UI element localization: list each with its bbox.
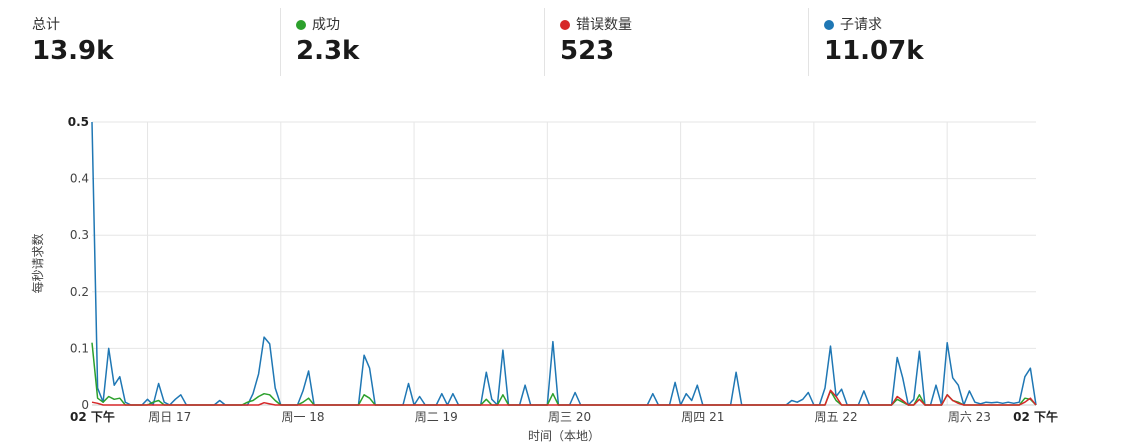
x-tick-label: 周五 22 bbox=[815, 410, 858, 424]
y-tick-label: 0 bbox=[81, 398, 89, 412]
stat-divider bbox=[280, 8, 281, 76]
series-line-subrequests bbox=[91, 121, 1037, 406]
series-line-success bbox=[91, 342, 1037, 406]
y-axis-label: 每秒请求数 bbox=[30, 233, 45, 293]
stat-success-value: 2.3k bbox=[296, 36, 360, 66]
x-tick-label: 周四 21 bbox=[681, 410, 724, 424]
x-tick-label: 周六 23 bbox=[948, 410, 991, 424]
y-tick-label: 0.2 bbox=[70, 285, 89, 299]
y-axis-ticks: 0 0.1 0.2 0.3 0.4 0.5 bbox=[68, 115, 89, 412]
x-axis-ticks: 02 下午 周日 17 周一 18 周二 19 周三 20 周四 21 周五 22 周六 23… bbox=[70, 409, 1058, 424]
x-axis-label: 时间（本地） bbox=[528, 429, 600, 443]
stat-divider bbox=[808, 8, 809, 76]
stat-success-label: 成功 bbox=[312, 17, 340, 33]
stat-total-value: 13.9k bbox=[32, 36, 114, 66]
stat-subrequests-value: 11.07k bbox=[824, 36, 924, 66]
x-tick-label: 02 下午 bbox=[70, 409, 115, 424]
series-line-errors bbox=[91, 389, 1037, 406]
stat-errors-label: 错误数量 bbox=[576, 17, 632, 33]
y-tick-label: 0.4 bbox=[70, 172, 89, 186]
x-tick-label: 周二 19 bbox=[415, 410, 458, 424]
y-tick-label: 0.5 bbox=[68, 115, 89, 129]
chart-grid bbox=[92, 121, 1036, 406]
success-legend-dot bbox=[296, 20, 306, 30]
x-tick-label: 02 下午 bbox=[1013, 409, 1058, 424]
subrequests-legend-dot bbox=[824, 20, 834, 30]
x-tick-label: 周日 17 bbox=[148, 410, 191, 424]
errors-legend-dot bbox=[560, 20, 570, 30]
chart-series bbox=[91, 121, 1037, 406]
x-tick-label: 周三 20 bbox=[548, 410, 591, 424]
y-tick-label: 0.3 bbox=[70, 228, 89, 242]
x-tick-label: 周一 18 bbox=[281, 410, 324, 424]
stat-total-label: 总计 bbox=[32, 17, 60, 33]
y-tick-label: 0.1 bbox=[70, 341, 89, 355]
stat-divider bbox=[544, 8, 545, 76]
requests-line-chart: 0 0.1 0.2 0.3 0.4 0.5 02 下午 周日 17 周一 18 周二 19 周三 … bbox=[30, 115, 1058, 443]
summary-stats: 总计 13.9k 成功 2.3k 错误数量 523 子请求 11.07k bbox=[0, 0, 1128, 90]
stat-subrequests-label: 子请求 bbox=[840, 17, 882, 33]
stat-errors-value: 523 bbox=[560, 36, 615, 66]
